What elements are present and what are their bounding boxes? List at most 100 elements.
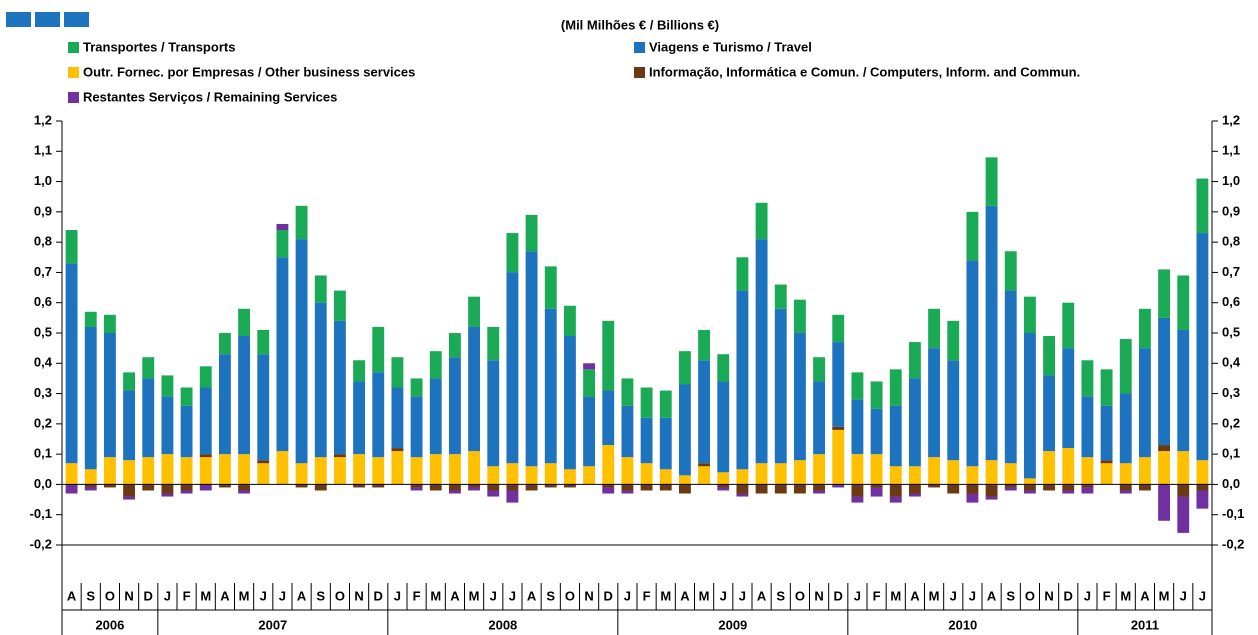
chart-subtitle: (Mil Milhões € / Billions €) [561,17,719,32]
x-tick-label: S [546,588,555,603]
x-tick-label: A [1140,588,1150,603]
bar-segment [65,484,78,494]
x-tick-label: J [969,588,976,603]
bar-segment [621,378,634,406]
y2-tick-label: -0,1 [1222,506,1244,521]
bar-segment [1177,329,1190,452]
bar-segment [928,308,941,349]
y-tick-label: 1,2 [34,112,52,127]
bar-segment [813,454,826,485]
bar-segment [1196,490,1209,509]
bar-segment [142,378,155,458]
bar-segment [640,463,653,485]
x-tick-label: D [604,588,613,603]
bar-segment [238,490,251,494]
bar-segment [429,351,442,379]
bar-segment [1004,487,1017,491]
bar-segment [1004,484,1017,488]
group-label: 2006 [95,617,124,632]
bar-segment [391,451,404,485]
bar-segment [851,454,864,485]
bar-segment [1177,496,1190,533]
bar-segment [698,466,711,485]
bar-segment [1100,463,1113,485]
legend-swatch [68,67,79,78]
bar-segment [793,460,806,485]
bar-segment [793,333,806,461]
bar-segment [1158,451,1171,485]
bar-segment [218,354,231,455]
x-tick-label: J [394,588,401,603]
bar-segment [103,333,116,458]
bar-segment [1177,275,1190,330]
bar-segment [276,257,289,452]
bar-segment [563,469,576,485]
x-tick-label: N [1044,588,1053,603]
bar-segment [276,230,289,258]
bar-segment [602,390,615,446]
y2-tick-label: 1,1 [1222,143,1240,158]
bar-segment [468,296,481,327]
bar-segment [870,381,883,409]
y2-tick-label: -0,2 [1222,536,1244,551]
bar-segment [123,460,136,485]
bar-segment [1119,490,1132,494]
bar-segment [84,311,97,327]
bar-segment [487,360,500,467]
bar-segment [123,484,136,497]
bar-segment [448,490,461,494]
bar-segment [410,484,423,488]
x-tick-label: M [200,588,211,603]
bar-segment [142,357,155,379]
bar-segment [736,290,749,470]
bar-segment [1196,178,1209,234]
bar-segment [506,233,519,273]
bar-segment [1062,448,1075,485]
bar-segment [487,484,500,491]
bar-segment [640,387,653,418]
bar-segment [602,484,615,488]
bar-segment [295,239,308,464]
bar-segment [908,484,921,494]
bar-segment [1119,393,1132,464]
bar-segment [353,454,366,485]
group-label: 2008 [488,617,517,632]
y2-tick-label: 0,3 [1222,385,1240,400]
bar-segment [563,305,576,337]
y-tick-label: 0,3 [34,385,52,400]
bar-segment [1158,317,1171,446]
bar-segment [947,484,960,494]
bar-segment [506,463,519,485]
bar-segment [180,457,193,485]
x-tick-label: D [374,588,383,603]
y-tick-label: 0,7 [34,264,52,279]
bar-segment [487,490,500,497]
bar-segment [544,484,557,488]
legend-label: Viagens e Turismo / Travel [649,39,812,54]
bar-segment [448,454,461,485]
bar-segment [659,390,672,418]
bar-segment [851,399,864,455]
x-tick-label: A [220,588,230,603]
bar-segment [180,405,193,458]
bar-segment [755,239,768,464]
bar-segment [621,405,634,458]
x-tick-label: J [720,588,727,603]
bar-segment [1196,460,1209,485]
bar-segment [813,484,826,491]
y-tick-label: 1,1 [34,143,52,158]
bar-segment [506,484,519,491]
x-tick-label: M [1159,588,1170,603]
bar-segment [1004,251,1017,291]
group-label: 2009 [718,617,747,632]
bar-segment [199,484,212,491]
bar-segment [659,469,672,485]
y2-tick-label: 0,9 [1222,203,1240,218]
x-tick-label: M [929,588,940,603]
bar-segment [947,460,960,485]
x-tick-label: O [1025,588,1035,603]
bar-segment [1043,375,1056,452]
y2-tick-label: 1,0 [1222,173,1240,188]
bar-segment [525,214,538,252]
